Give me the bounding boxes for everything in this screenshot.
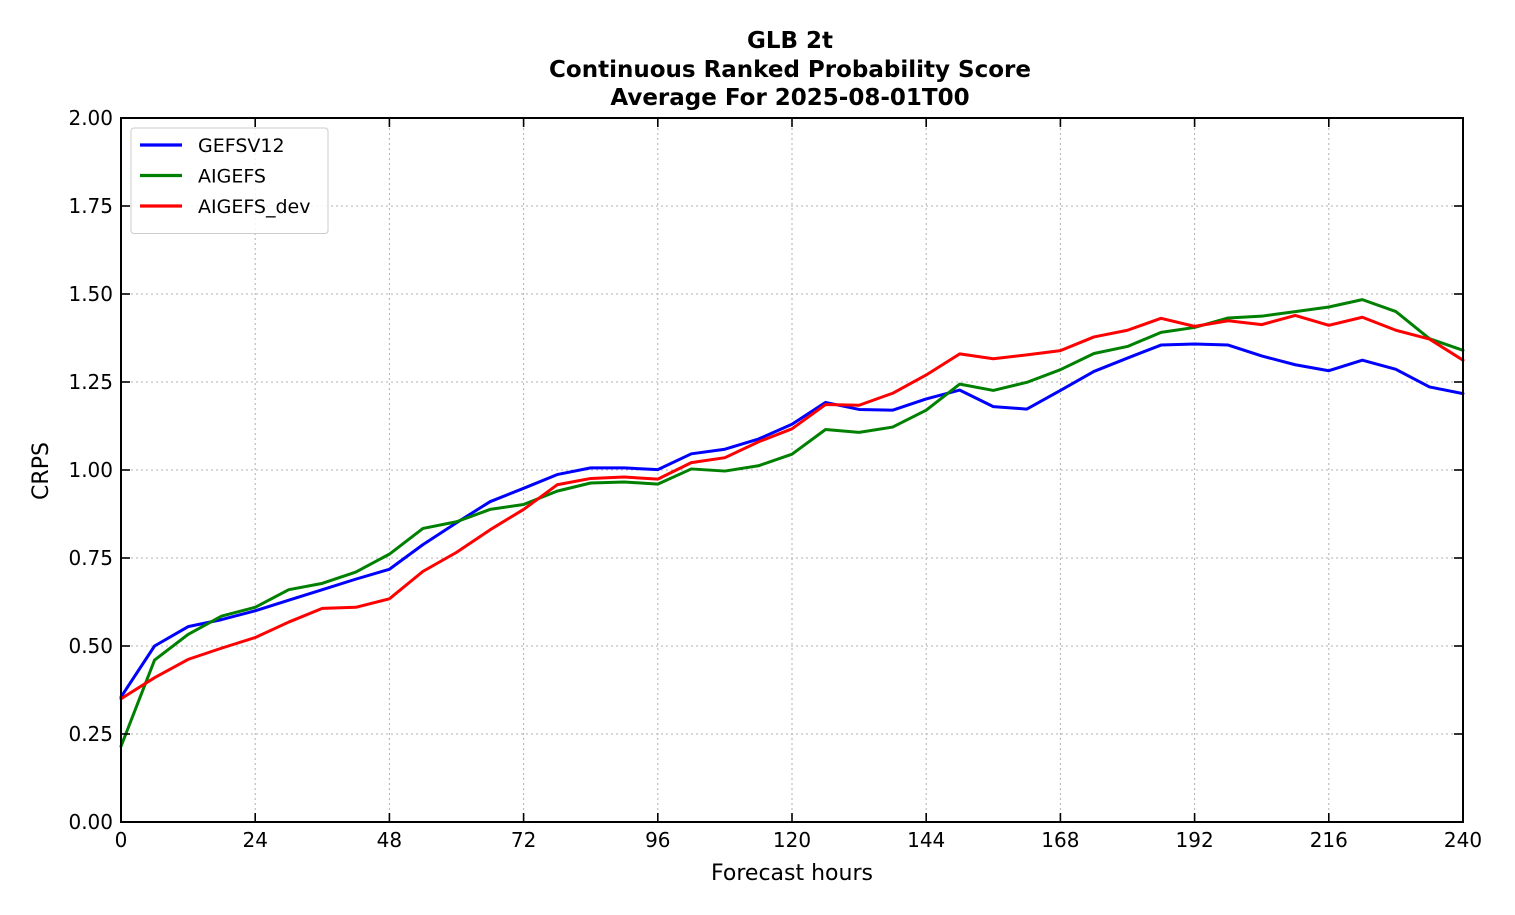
x-tick-label: 96 (645, 828, 670, 852)
y-tick-label: 1.75 (68, 194, 113, 218)
y-tick-label: 2.00 (68, 106, 113, 130)
x-tick-label: 24 (242, 828, 267, 852)
y-tick-label: 1.00 (68, 458, 113, 482)
series-lines (119, 298, 1465, 748)
series-line-aigefs-dev (119, 313, 1465, 701)
legend-label-aigefs-dev: AIGEFS_dev (198, 196, 310, 218)
x-tick-label: 168 (1041, 828, 1079, 852)
y-tick-label: 0.25 (68, 722, 113, 746)
y-tick-label: 1.50 (68, 282, 113, 306)
chart-title-line-2: Continuous Ranked Probability Score (549, 57, 1031, 83)
series-line-aigefs (119, 298, 1465, 748)
x-tick-label: 144 (907, 828, 945, 852)
y-tick-labels: 0.00 0.25 0.50 0.75 1.00 1.25 1.50 1.75 2.00 (68, 106, 113, 834)
x-tick-label: 72 (511, 828, 536, 852)
x-axis-label: Forecast hours (711, 861, 873, 886)
chart-title-line-1: GLB 2t (747, 28, 833, 54)
y-tick-label: 0.00 (68, 810, 113, 834)
chart-title: GLB 2t Continuous Ranked Probability Sco… (549, 28, 1031, 111)
y-axis-label: CRPS (29, 442, 54, 500)
y-tick-label: 0.75 (68, 546, 113, 570)
x-tick-label: 216 (1310, 828, 1348, 852)
x-tick-label: 120 (773, 828, 811, 852)
x-tick-label: 0 (115, 828, 128, 852)
legend: GEFSV12 AIGEFS AIGEFS_dev (130, 127, 329, 234)
x-tick-label: 192 (1176, 828, 1214, 852)
series-line-gefsv12 (119, 342, 1465, 699)
y-tick-label: 1.25 (68, 370, 113, 394)
axis-ticks (120, 117, 1464, 823)
y-tick-label: 0.50 (68, 634, 113, 658)
x-tick-labels: 0 24 48 72 96 120 144 168 192 216 240 (115, 828, 1482, 852)
x-tick-label: 48 (377, 828, 402, 852)
legend-label-gefsv12: GEFSV12 (198, 135, 285, 157)
legend-label-aigefs: AIGEFS (198, 166, 266, 188)
chart-title-line-3: Average For 2025-08-01T00 (610, 85, 969, 111)
x-tick-label: 240 (1444, 828, 1482, 852)
